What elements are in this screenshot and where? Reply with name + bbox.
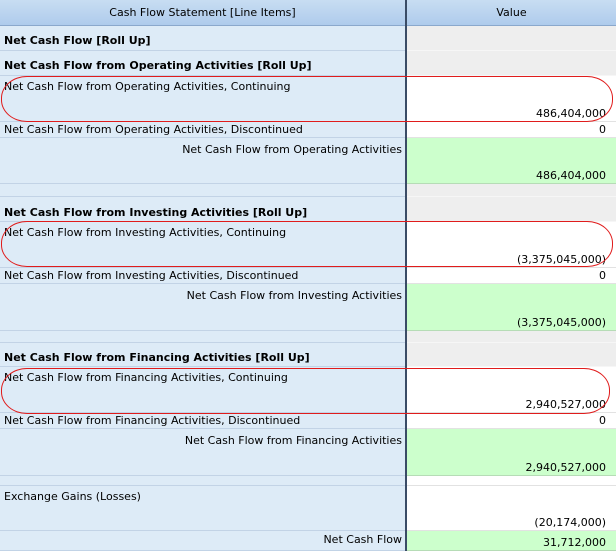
row-label: Net Cash Flow from Operating Activities: [182, 143, 402, 156]
row-label: Net Cash Flow from Investing Activities,…: [4, 226, 287, 239]
table-row-total[interactable]: Net Cash Flow from Investing Activities …: [0, 284, 616, 331]
row-label: Net Cash Flow from Operating Activities,…: [4, 123, 303, 136]
column-divider[interactable]: [405, 0, 407, 551]
table-row[interactable]: Net Cash Flow from Investing Activities,…: [0, 222, 616, 268]
table-row[interactable]: Net Cash Flow from Financing Activities,…: [0, 413, 616, 429]
column-header-line-items[interactable]: Cash Flow Statement [Line Items]: [0, 0, 406, 26]
row-value: 2,940,527,000: [525, 461, 606, 474]
table-row[interactable]: Net Cash Flow from Investing Activities,…: [0, 268, 616, 284]
row-value: 2,940,527,000: [525, 398, 606, 411]
table-row-total[interactable]: Net Cash Flow from Operating Activities …: [0, 138, 616, 184]
row-label: Net Cash Flow from Financing Activities,…: [4, 371, 288, 384]
row-value: (3,375,045,000): [516, 316, 606, 329]
row-label: Net Cash Flow from Financing Activities,…: [4, 414, 301, 427]
row-label: Net Cash Flow from Investing Activities,…: [4, 269, 299, 282]
row-value: 0: [599, 123, 606, 136]
table-row[interactable]: Net Cash Flow [Roll Up]: [0, 26, 616, 51]
row-label: Net Cash Flow from Investing Activities: [186, 289, 402, 302]
table-row[interactable]: Net Cash Flow from Investing Activities …: [0, 197, 616, 222]
spacer-row: [0, 331, 616, 343]
row-value: 486,404,000: [536, 107, 606, 120]
row-label: Net Cash Flow: [323, 533, 402, 546]
table-row[interactable]: Net Cash Flow from Operating Activities,…: [0, 76, 616, 122]
spacer-row: [0, 476, 616, 486]
row-label: Net Cash Flow from Operating Activities,…: [4, 80, 291, 93]
spacer-row: [0, 184, 616, 197]
row-label: Net Cash Flow from Investing Activities …: [4, 206, 308, 219]
table-row-total[interactable]: Net Cash Flow 31,712,000: [0, 531, 616, 551]
row-label: Net Cash Flow [Roll Up]: [4, 34, 151, 47]
row-value: 31,712,000: [543, 536, 606, 549]
table-row[interactable]: Net Cash Flow from Financing Activities,…: [0, 367, 616, 413]
row-value: 0: [599, 269, 606, 282]
row-label: Net Cash Flow from Financing Activities …: [4, 351, 310, 364]
column-header-value[interactable]: Value: [407, 0, 616, 26]
row-value: (3,375,045,000): [516, 253, 606, 266]
row-value: (20,174,000): [534, 516, 606, 529]
row-value: 0: [599, 414, 606, 427]
row-label: Net Cash Flow from Financing Activities: [184, 434, 402, 447]
table-row[interactable]: Net Cash Flow from Operating Activities …: [0, 51, 616, 76]
table-row[interactable]: Net Cash Flow from Financing Activities …: [0, 343, 616, 367]
row-label: Net Cash Flow from Operating Activities …: [4, 59, 312, 72]
table-row-total[interactable]: Net Cash Flow from Financing Activities …: [0, 429, 616, 476]
row-value: 486,404,000: [536, 169, 606, 182]
row-label: Exchange Gains (Losses): [4, 490, 141, 503]
table-row[interactable]: Exchange Gains (Losses) (20,174,000): [0, 486, 616, 531]
table-row[interactable]: Net Cash Flow from Operating Activities,…: [0, 122, 616, 138]
